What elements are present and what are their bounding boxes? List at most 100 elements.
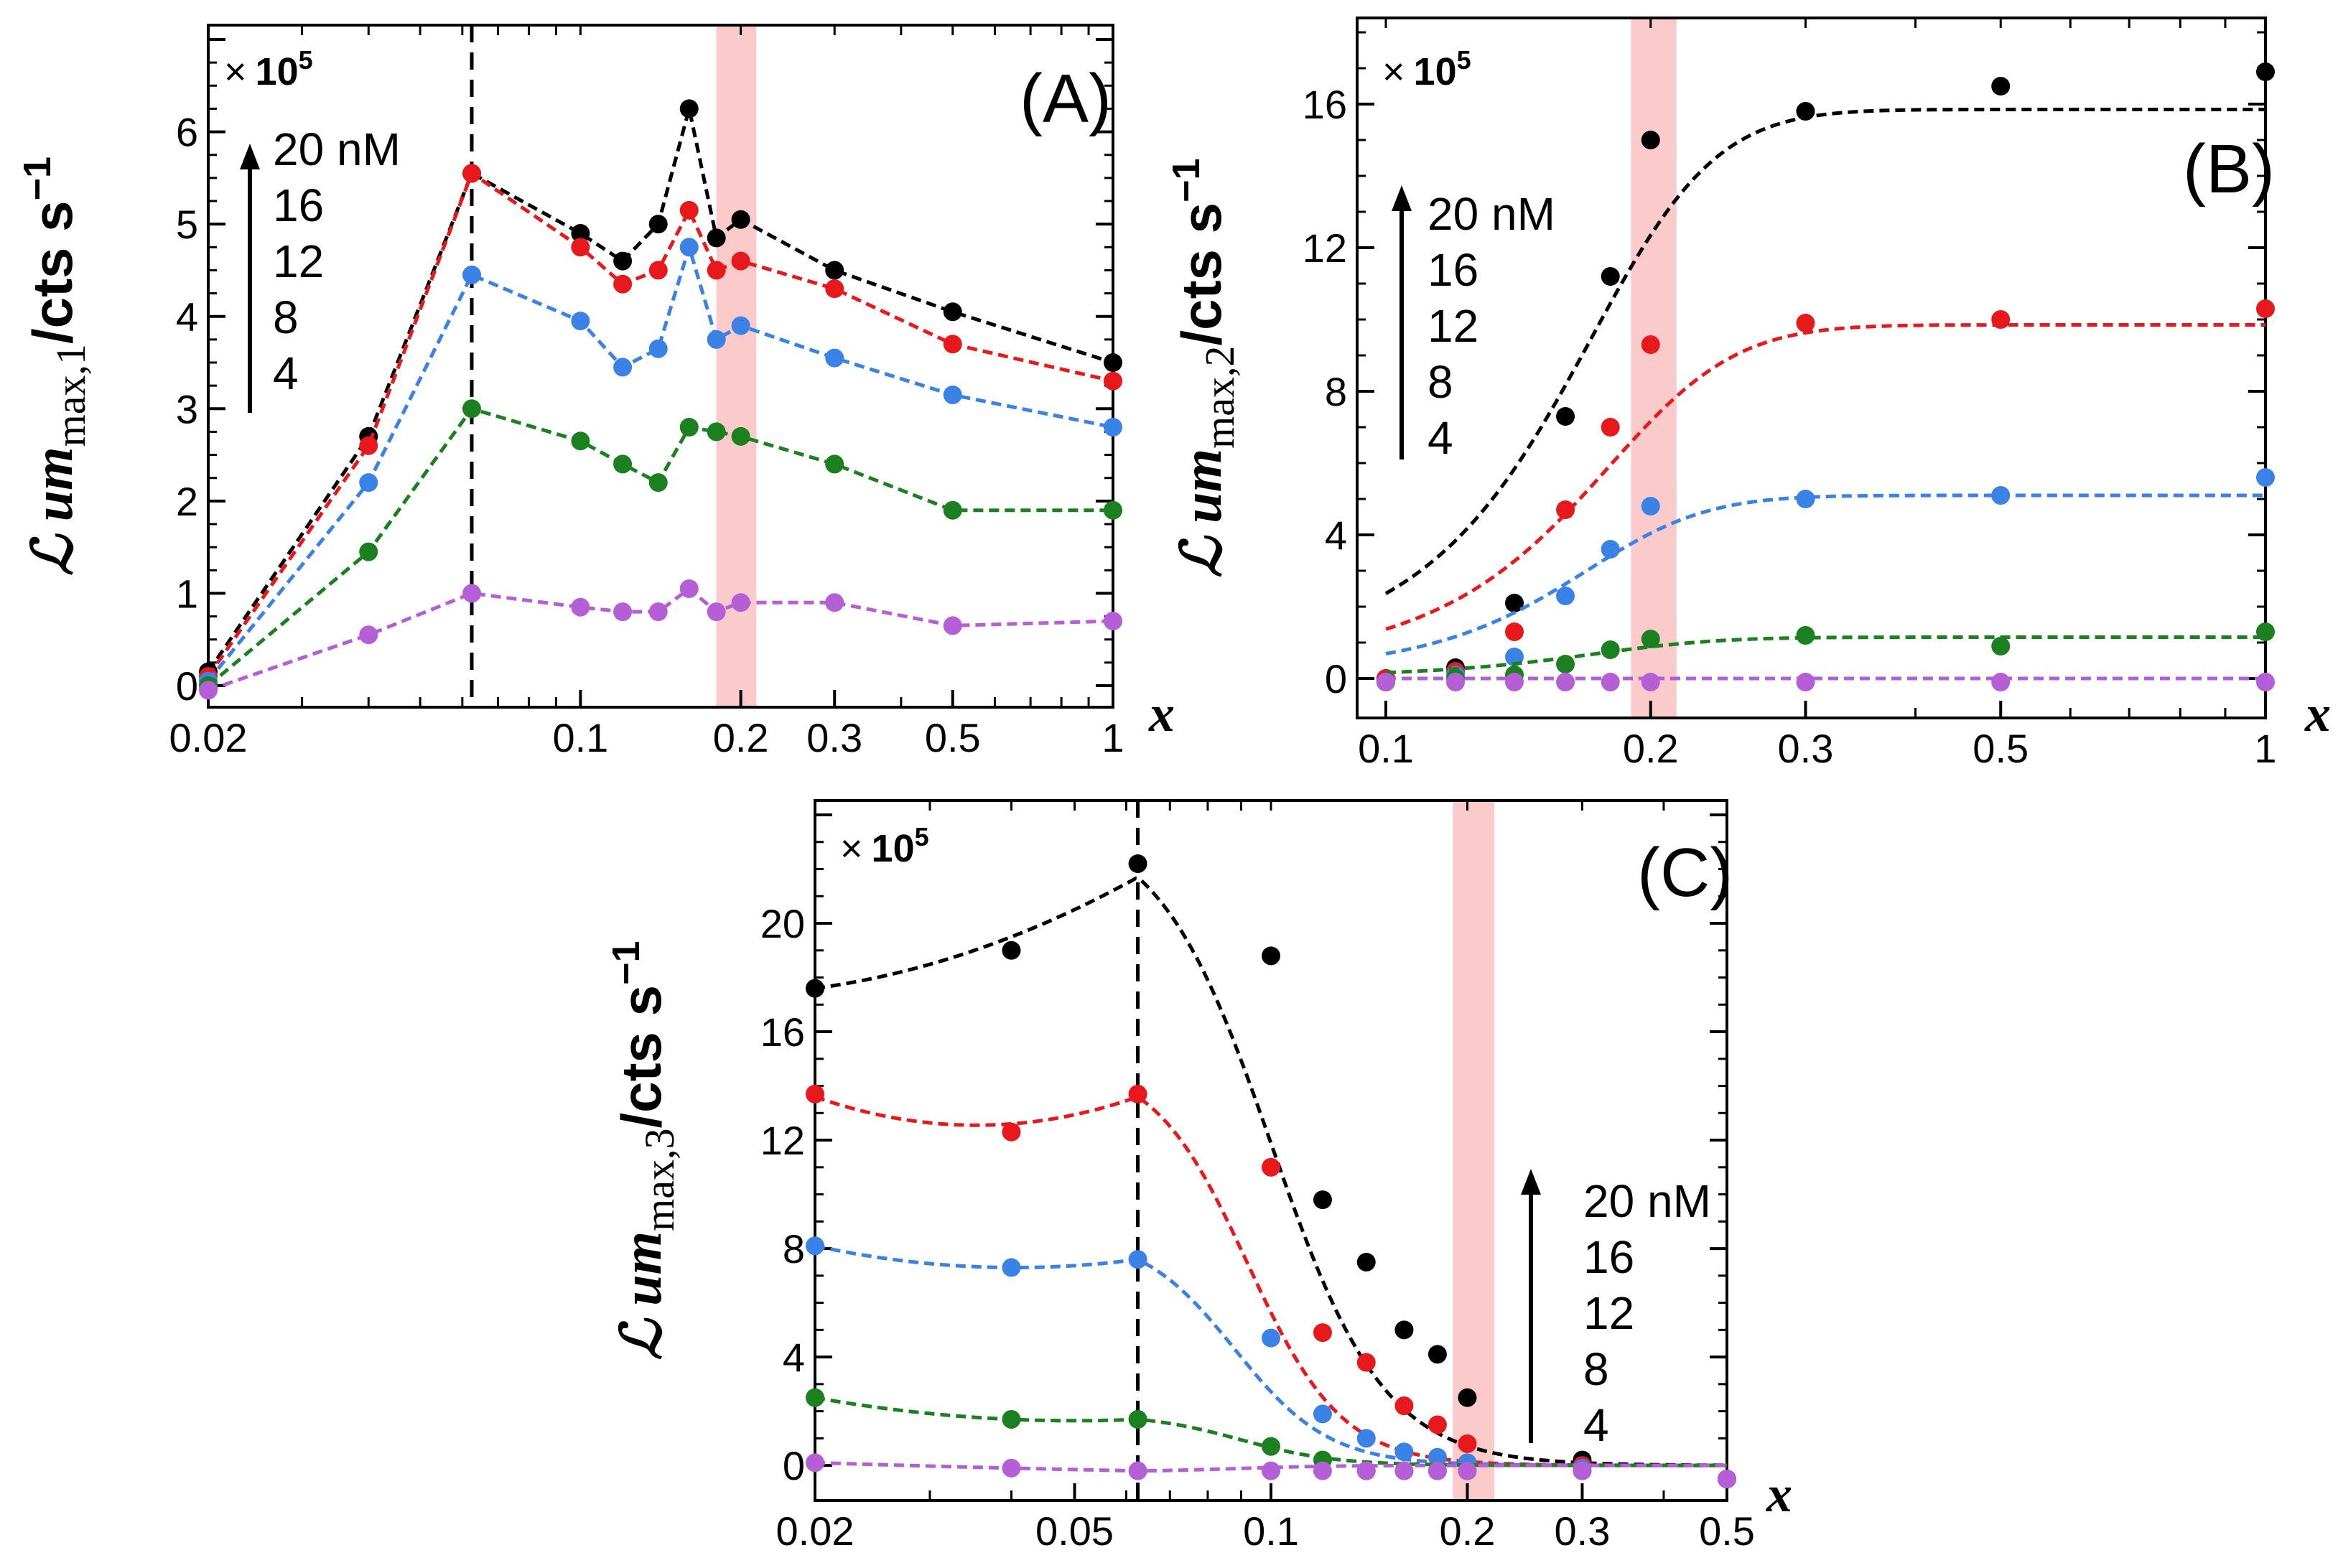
- series-line-20-nM: [206, 108, 1114, 673]
- data-point: [707, 330, 726, 349]
- data-point: [825, 279, 844, 299]
- data-point: [1002, 1409, 1021, 1429]
- data-point: [1641, 497, 1660, 515]
- data-point: [359, 436, 378, 455]
- data-point: [679, 579, 699, 598]
- plot-frame: [814, 799, 1728, 1502]
- data-point: [648, 473, 668, 493]
- x-axis-label: x: [1766, 1465, 1792, 1523]
- data-point: [1556, 673, 1575, 691]
- x-tick-label: 0.3: [1555, 1508, 1611, 1554]
- data-point: [1313, 1190, 1332, 1210]
- data-point: [1796, 314, 1815, 332]
- x-tick-label: 1: [2254, 726, 2276, 771]
- data-point: [1458, 1434, 1477, 1453]
- data-point: [1104, 353, 1122, 372]
- series-line-12: [207, 241, 1114, 683]
- legend-entry: 16: [1583, 1231, 1634, 1283]
- data-point: [1505, 673, 1524, 691]
- multiplier-value: 10: [256, 50, 299, 93]
- data-point: [679, 200, 699, 220]
- data-point: [359, 473, 378, 493]
- data-point: [1718, 1470, 1736, 1488]
- legend-arrow-head: [1521, 1169, 1541, 1195]
- legend-entry: 20 nM: [273, 123, 401, 175]
- data-point: [1104, 418, 1122, 437]
- data-point: [1104, 612, 1122, 630]
- y-tick-label: 4: [1325, 513, 1347, 558]
- data-point: [1445, 673, 1465, 691]
- data-point: [806, 1084, 824, 1103]
- y-title-units: /cts s: [610, 985, 673, 1128]
- data-point: [1641, 131, 1660, 149]
- data-point: [1796, 102, 1815, 121]
- data-point: [462, 399, 481, 419]
- y-tick-label: 6: [176, 110, 198, 155]
- data-point: [571, 431, 590, 451]
- data-point: [462, 164, 481, 183]
- legend-entry: 8: [1583, 1343, 1609, 1395]
- legend-entry: 16: [273, 179, 324, 231]
- data-point: [1313, 1461, 1332, 1480]
- x-tick-label: 0.5: [1973, 726, 2029, 771]
- y-title-exp: −1: [1165, 158, 1208, 202]
- data-point: [1428, 1447, 1447, 1467]
- data-point: [2256, 622, 2275, 641]
- data-point: [1573, 1461, 1592, 1480]
- data-point: [613, 251, 633, 271]
- multiplier-label: × 105: [224, 45, 313, 93]
- data-point: [571, 597, 590, 617]
- multiplier-label: × 105: [840, 822, 929, 870]
- multiplier-prefix: ×: [224, 50, 247, 93]
- series-line-12: [1385, 493, 2265, 655]
- data-point: [1002, 1122, 1021, 1142]
- data-point: [613, 274, 633, 294]
- data-point: [1128, 1250, 1147, 1269]
- data-point: [2256, 468, 2275, 487]
- data-point: [1458, 1388, 1477, 1407]
- data-point: [1262, 1461, 1280, 1480]
- data-point: [613, 358, 633, 377]
- y-tick-label: 0: [783, 1443, 805, 1488]
- panel-label: (A): [1020, 60, 1112, 137]
- highlight-band: [1453, 801, 1495, 1501]
- series-line-16: [206, 170, 1114, 678]
- data-point: [1128, 854, 1147, 873]
- y-tick-label: 16: [1303, 82, 1347, 127]
- y-title-main: ℒ um: [1170, 449, 1233, 578]
- data-point: [1796, 626, 1815, 645]
- data-point: [1262, 1157, 1280, 1177]
- data-point: [1428, 1415, 1447, 1434]
- data-point: [679, 418, 699, 437]
- data-point: [943, 500, 962, 520]
- plot-frame: [1356, 17, 2267, 719]
- x-tick-label: 1: [1102, 715, 1124, 760]
- data-point: [731, 426, 750, 446]
- data-point: [707, 261, 726, 280]
- legend-entry: 4: [1428, 412, 1453, 464]
- data-point: [1556, 587, 1575, 605]
- data-point: [1601, 418, 1620, 437]
- legend-arrow-head: [1392, 185, 1412, 211]
- data-point: [1394, 1396, 1414, 1416]
- data-point: [1313, 1323, 1332, 1343]
- data-point: [943, 335, 962, 354]
- y-title-sub: max,3: [636, 1128, 683, 1231]
- data-point: [943, 616, 962, 635]
- legend-entry: 16: [1428, 244, 1478, 296]
- y-title-main: ℒ um: [610, 1231, 673, 1361]
- data-point: [1505, 622, 1524, 641]
- series-line-8: [1385, 635, 2265, 675]
- x-tick-label: 0.02: [169, 715, 248, 760]
- data-point: [2256, 673, 2275, 691]
- y-title-sub: max,2: [1196, 345, 1243, 448]
- multiplier-label: × 105: [1382, 45, 1471, 93]
- data-point: [806, 979, 824, 998]
- y-title-exp: −1: [16, 157, 59, 201]
- data-point: [1356, 1461, 1376, 1480]
- data-point: [571, 224, 590, 243]
- x-tick-label: 0.2: [713, 715, 769, 760]
- data-point: [1262, 1328, 1280, 1348]
- x-tick-label: 0.1: [552, 715, 608, 760]
